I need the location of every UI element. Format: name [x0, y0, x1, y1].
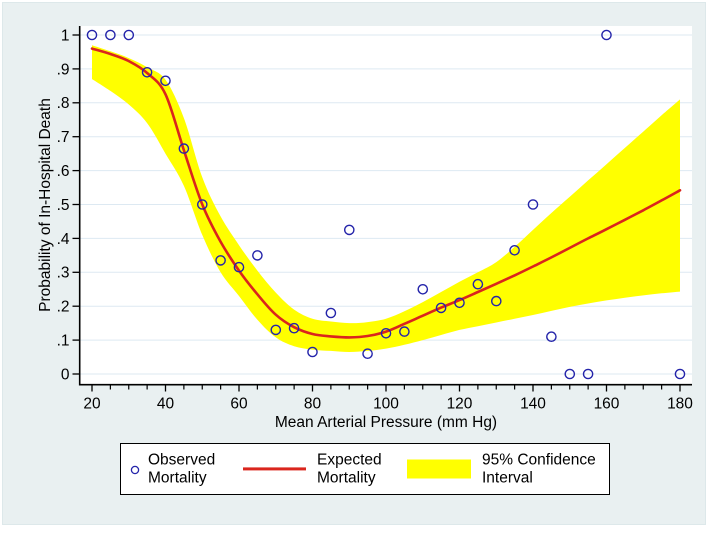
observed-point — [123, 29, 135, 41]
y-tick-label: .1 — [57, 333, 70, 350]
observed-point — [601, 29, 612, 41]
legend-label-ci-line2: Interval — [482, 469, 533, 486]
x-tick-label: 100 — [373, 396, 399, 413]
axes-group — [72, 26, 692, 392]
y-axis-title: Probability of In-Hospital Death — [37, 98, 54, 312]
legend: Observed Mortality Expected Mortality 95… — [120, 443, 610, 495]
y-tick-label: .6 — [57, 163, 70, 180]
observed-point — [325, 307, 337, 319]
observed-point — [399, 326, 410, 337]
x-tick-label: 120 — [447, 396, 473, 413]
legend-label-observed-line1: Observed — [148, 451, 216, 469]
y-tick-label: .9 — [57, 61, 70, 78]
confidence-band-group — [92, 45, 680, 352]
observed-point — [215, 255, 226, 266]
legend-label-observed: Observed Mortality — [148, 452, 215, 487]
observed-point — [105, 29, 116, 41]
legend-label-observed-line2: Mortality — [148, 469, 207, 486]
observed-point — [527, 199, 539, 210]
observed-point — [178, 143, 190, 154]
observed-point — [233, 261, 245, 273]
confidence-band — [92, 45, 680, 352]
legend-label-ci-line1: 95% Confidence — [482, 451, 596, 469]
y-tick-label: 0 — [61, 366, 70, 383]
y-tick-label: .8 — [57, 95, 70, 112]
observed-point — [546, 331, 557, 343]
observed-point — [141, 67, 153, 78]
observed-point — [582, 368, 594, 380]
observed-point — [674, 368, 686, 380]
x-tick-label: 20 — [83, 396, 101, 413]
y-tick-label: .7 — [57, 129, 70, 146]
observed-point — [343, 224, 355, 236]
expected-line-group — [90, 47, 682, 339]
observed-point — [435, 302, 447, 314]
y-tick-label: .4 — [57, 231, 70, 248]
observed-point — [509, 244, 520, 256]
observed-point — [454, 297, 465, 309]
observed-point — [380, 327, 392, 339]
x-tick-label: 160 — [594, 396, 620, 413]
observed-point — [362, 348, 373, 360]
x-tick-label: 60 — [230, 396, 248, 413]
observed-point — [564, 368, 576, 380]
observed-point — [86, 29, 98, 41]
expected-mortality-line — [90, 47, 682, 339]
x-tick-label: 180 — [667, 396, 693, 413]
x-tick-label: 40 — [157, 396, 175, 413]
y-tick-label: .3 — [57, 265, 70, 282]
observed-points-group — [86, 29, 686, 380]
y-tick-label: .5 — [57, 197, 70, 214]
y-tick-label: .2 — [57, 299, 70, 316]
observed-point — [490, 295, 502, 307]
observed-point — [270, 324, 282, 336]
observed-point — [307, 346, 318, 358]
legend-label-ci: 95% Confidence Interval — [482, 452, 596, 487]
observed-point — [160, 75, 171, 87]
x-tick-label: 80 — [304, 396, 322, 413]
observed-point — [288, 322, 300, 334]
observed-marker-swatch — [130, 465, 140, 475]
confidence-band-swatch — [407, 459, 471, 479]
x-axis-title: Mean Arterial Pressure (mm Hg) — [275, 414, 497, 431]
x-tick-label: 140 — [520, 396, 546, 413]
observed-point — [417, 283, 429, 295]
observed-point — [196, 199, 208, 210]
expected-line-swatch — [243, 467, 306, 471]
y-tick-label: 1 — [61, 27, 70, 44]
legend-label-expected: Expected Mortality — [317, 452, 382, 487]
legend-label-expected-line2: Mortality — [317, 469, 376, 486]
observed-point — [472, 278, 484, 290]
observed-point — [252, 250, 263, 261]
legend-label-expected-line1: Expected — [317, 451, 382, 469]
